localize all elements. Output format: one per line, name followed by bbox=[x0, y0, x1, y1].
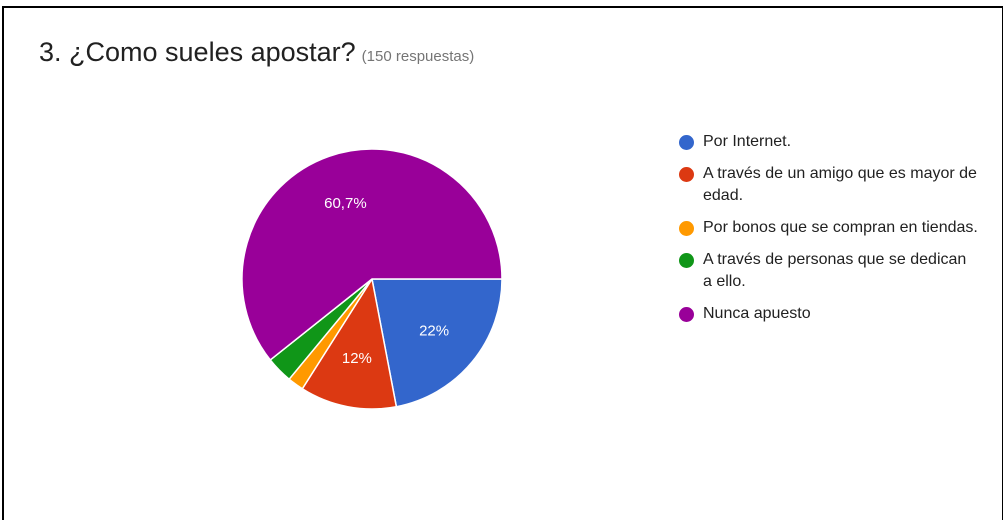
legend-item-5[interactable]: Nunca apuesto bbox=[679, 303, 979, 325]
legend-swatch-icon bbox=[679, 307, 694, 322]
chart-legend: Por Internet. A través de un amigo que es… bbox=[679, 131, 979, 335]
legend-item-1[interactable]: Por Internet. bbox=[679, 131, 979, 153]
slice-label-1: 22% bbox=[419, 322, 449, 339]
legend-item-3[interactable]: Por bonos que se compran en tiendas. bbox=[679, 217, 979, 239]
response-count: (150 respuestas) bbox=[361, 48, 475, 65]
legend-swatch-icon bbox=[679, 253, 694, 268]
legend-swatch-icon bbox=[679, 135, 694, 150]
legend-label: A través de personas que se dedican a el… bbox=[703, 251, 967, 290]
legend-label: Por bonos que se compran en tiendas. bbox=[703, 219, 978, 236]
legend-label: A través de un amigo que es mayor de eda… bbox=[703, 165, 977, 204]
legend-swatch-icon bbox=[679, 221, 694, 236]
legend-label: Nunca apuesto bbox=[703, 305, 811, 322]
legend-item-4[interactable]: A través de personas que se dedican a el… bbox=[679, 249, 979, 293]
pie-slice-1[interactable] bbox=[371, 278, 503, 408]
chart-card: 3. ¿Como sueles apostar? (150 respuestas) bbox=[2, 6, 1003, 520]
slice-label-2: 12% bbox=[342, 350, 372, 367]
pie-slice-5[interactable] bbox=[241, 148, 503, 362]
legend-label: Por Internet. bbox=[703, 133, 792, 150]
question-title: 3. ¿Como sueles apostar? bbox=[39, 37, 356, 67]
question-header: 3. ¿Como sueles apostar? (150 respuestas) bbox=[39, 37, 474, 68]
legend-item-2[interactable]: A través de un amigo que es mayor de eda… bbox=[679, 163, 979, 207]
pie-slice-2[interactable] bbox=[301, 276, 398, 410]
slice-label-5: 60,7% bbox=[324, 195, 367, 212]
legend-swatch-icon bbox=[679, 167, 694, 182]
